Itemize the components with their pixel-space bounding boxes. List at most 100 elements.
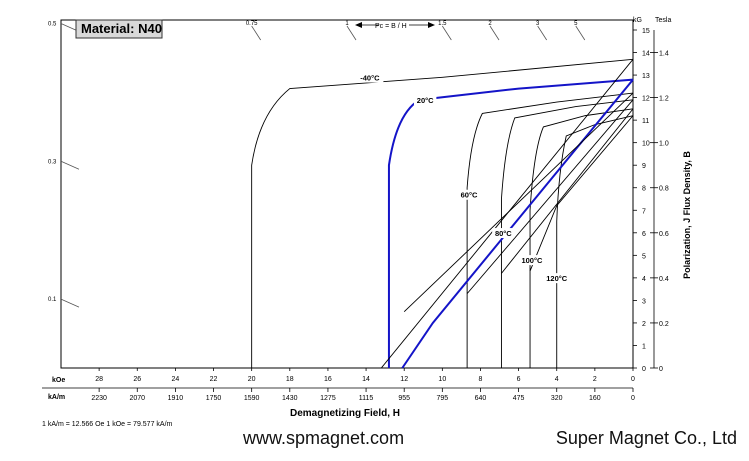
pc-tick-top xyxy=(537,25,548,41)
temp-label-bg xyxy=(518,255,546,266)
company-name: Super Magnet Co., Ltd xyxy=(555,428,737,448)
y-tick-label-kG: 7 xyxy=(642,208,646,215)
x-tick-label-kAm: 1430 xyxy=(282,395,298,402)
temp-label-bg xyxy=(413,95,437,106)
pc-tick-top xyxy=(575,25,586,41)
y-tick-label-kG: 8 xyxy=(642,186,646,193)
x-tick-label-kOe: 26 xyxy=(133,376,141,383)
x-tick-label-kOe: 2 xyxy=(593,376,597,383)
j-curve xyxy=(556,115,634,368)
y-tick-label-kG: 1 xyxy=(642,343,646,350)
x-tick-label-kAm: 1750 xyxy=(206,395,222,402)
x-tick-label-kAm: 0 xyxy=(631,395,635,402)
x-tick-label-kOe: 28 xyxy=(95,376,103,383)
x-tick-label-kAm: 1275 xyxy=(320,395,336,402)
y-tick-label-tesla: 0.8 xyxy=(659,186,669,193)
x-tick-label-kAm: 475 xyxy=(513,395,525,402)
pc-tick-label-top: 0.75 xyxy=(246,21,258,27)
pc-label: Pc = B / H xyxy=(375,23,407,30)
x-tick-label-kOe: 18 xyxy=(286,376,294,383)
temp-label: 100°C xyxy=(521,256,543,265)
website-link[interactable]: www.spmagnet.com xyxy=(243,428,405,448)
pc-tick-label-left: 0.3 xyxy=(48,159,57,165)
y-tick-label-tesla: 0 xyxy=(659,366,663,373)
y-tick-label-kG: 14 xyxy=(642,51,650,58)
pc-tick-label-top: 1.5 xyxy=(438,21,447,27)
x-tick-label-kAm: 1115 xyxy=(359,395,374,402)
j-curve xyxy=(466,92,634,368)
x-tick-label-kAm: 160 xyxy=(589,395,601,402)
pc-tick-label-top: 5 xyxy=(574,21,578,27)
x-tick-label-kAm: 795 xyxy=(436,395,448,402)
x-unit-kAm: kA/m xyxy=(48,394,65,401)
y-tick-label-kG: 12 xyxy=(642,96,650,103)
temp-label-bg xyxy=(543,273,571,284)
y-tick-label-kG: 9 xyxy=(642,163,646,170)
temp-label: 80°C xyxy=(495,229,512,238)
y-tick-label-kG: 6 xyxy=(642,231,646,238)
b-curve xyxy=(401,78,634,369)
b-curve xyxy=(501,108,634,274)
temp-label: 20°C xyxy=(417,96,434,105)
pc-tick-left xyxy=(60,298,80,308)
b-curve xyxy=(529,115,634,272)
y-tick-label-kG: 11 xyxy=(642,118,649,125)
x-tick-label-kOe: 6 xyxy=(517,376,521,383)
y-tick-label-tesla: 1.2 xyxy=(659,96,669,103)
temp-label: -40°C xyxy=(360,74,380,83)
y-tick-label-kG: 4 xyxy=(642,276,646,283)
material-label: Material: N40 xyxy=(81,21,162,36)
x-tick-label-kOe: 14 xyxy=(362,376,370,383)
x-tick-label-kOe: 4 xyxy=(555,376,559,383)
b-curve xyxy=(466,99,634,294)
pc-tick-top xyxy=(346,25,357,41)
x-tick-label-kOe: 20 xyxy=(248,376,256,383)
pc-tick-label-top: 3 xyxy=(536,21,540,27)
y-axis-title: Polarization, J Flux Density, B xyxy=(682,151,692,279)
pc-tick-top xyxy=(251,25,262,41)
x-unit-kOe: kOe xyxy=(52,377,65,384)
x-tick-label-kAm: 640 xyxy=(475,395,487,402)
x-axis-title: Demagnetizing Field, H xyxy=(290,408,400,419)
y-tick-label-tesla: 0.6 xyxy=(659,231,669,238)
temp-label-bg xyxy=(356,72,384,83)
y-tick-label-kG: 2 xyxy=(642,321,646,328)
x-tick-label-kOe: 8 xyxy=(479,376,483,383)
y-unit-kG: kG xyxy=(633,17,642,24)
pc-tick-top xyxy=(489,25,500,41)
y-tick-label-tesla: 1.0 xyxy=(659,141,669,148)
pc-tick-label-left: 0.5 xyxy=(48,21,57,27)
y-tick-label-kG: 0 xyxy=(642,366,646,373)
conversion-note: 1 kA/m = 12.566 Oe 1 kOe = 79.577 kA/m xyxy=(42,421,173,428)
j-curve xyxy=(529,108,634,368)
x-tick-label-kOe: 22 xyxy=(210,376,218,383)
y-tick-label-tesla: 0.4 xyxy=(659,276,669,283)
x-tick-label-kAm: 1910 xyxy=(168,395,184,402)
y-tick-label-tesla: 0.2 xyxy=(659,321,669,328)
y-tick-label-kG: 3 xyxy=(642,298,646,305)
y-unit-tesla: Tesla xyxy=(655,17,671,24)
pc-tick-top xyxy=(441,25,452,41)
x-tick-label-kAm: 955 xyxy=(398,395,410,402)
temp-label-bg xyxy=(492,228,515,239)
y-tick-label-kG: 13 xyxy=(642,73,650,80)
x-tick-label-kOe: 12 xyxy=(400,376,408,383)
pc-tick-label-left: 0.1 xyxy=(48,297,57,303)
y-tick-label-kG: 10 xyxy=(642,141,650,148)
temp-label: 120°C xyxy=(546,274,568,283)
j-curve xyxy=(251,58,634,368)
pc-annotation: Pc = B / H xyxy=(355,22,435,30)
x-tick-label-kAm: 2070 xyxy=(129,395,145,402)
x-tick-label-kOe: 24 xyxy=(172,376,180,383)
x-tick-label-kOe: 0 xyxy=(631,376,635,383)
material-label-box: Material: N40 xyxy=(75,19,163,39)
temp-label: 60°C xyxy=(461,191,478,200)
x-tick-label-kAm: 2230 xyxy=(91,395,107,402)
pc-tick-label-top: 2 xyxy=(488,21,492,27)
x-tick-label-kOe: 16 xyxy=(324,376,332,383)
x-tick-label-kOe: 10 xyxy=(438,376,446,383)
y-tick-label-tesla: 1.4 xyxy=(659,51,669,58)
b-curve xyxy=(403,92,634,312)
j-curve xyxy=(500,99,634,368)
